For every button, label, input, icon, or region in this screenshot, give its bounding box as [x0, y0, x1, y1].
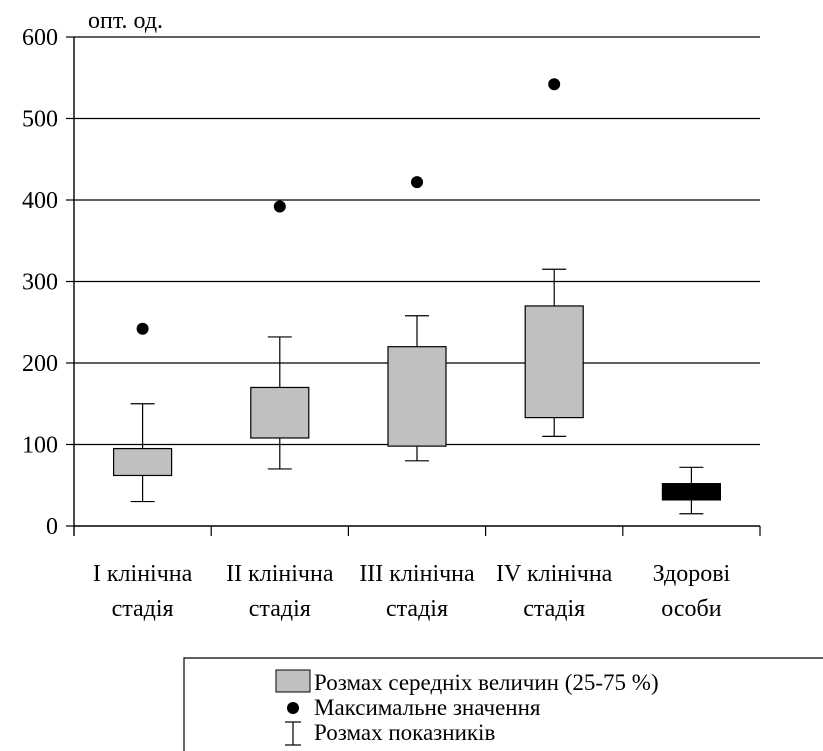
legend-max-label: Максимальне значення [314, 695, 541, 720]
legend: Розмах середніх величин (25-75 %) Максим… [183, 657, 823, 751]
max-point [273, 200, 286, 213]
max-point [548, 78, 561, 91]
max-point [411, 176, 423, 189]
legend-frame [183, 657, 823, 751]
y-axis-label: опт. од. [88, 8, 163, 34]
legend-range-marker [285, 721, 301, 746]
box-iqr [524, 305, 584, 419]
x-tick-label: III клінічна [359, 561, 475, 587]
x-tick-label: стадія [112, 596, 174, 622]
x-tick-label: II клінічна [226, 561, 334, 587]
boxes [112, 78, 722, 515]
y-tick-label: 500 [22, 107, 58, 133]
x-tick-label: особи [661, 596, 721, 622]
y-tick-label: 0 [46, 514, 58, 540]
x-tick-labels: I клінічна стадія II клінічна стадія III клі… [93, 561, 731, 622]
box-group [661, 466, 722, 515]
x-tick-label: стадія [523, 596, 585, 622]
legend-box-label: Розмах середніх величин (25-75 %) [314, 670, 659, 695]
y-tick-label: 200 [22, 351, 58, 377]
legend-range-label: Розмах показників [314, 720, 495, 745]
box-iqr [250, 386, 310, 439]
x-tick-label: стадія [249, 596, 311, 622]
box-iqr [387, 346, 447, 447]
y-tick-label: 100 [22, 433, 58, 459]
legend-box-swatch [275, 669, 311, 693]
box-group [524, 78, 584, 437]
box-iqr [112, 447, 173, 477]
y-tick-label: 400 [22, 188, 58, 214]
gridlines [74, 36, 760, 446]
box-iqr [661, 483, 722, 501]
x-tick-label: IV клінічна [496, 561, 613, 587]
x-tick-label: I клінічна [93, 561, 193, 587]
box-group [250, 200, 310, 470]
x-tick-label: Здорові [653, 561, 731, 587]
y-tick-label: 600 [22, 25, 58, 51]
y-tick-labels: 0 100 200 300 400 500 600 [22, 25, 58, 540]
y-tick-label: 300 [22, 270, 58, 296]
axes [66, 36, 761, 536]
legend-max-marker [287, 702, 299, 714]
box-group [112, 322, 173, 503]
box-group [387, 176, 447, 462]
x-tick-label: стадія [386, 596, 448, 622]
max-point [136, 322, 149, 335]
